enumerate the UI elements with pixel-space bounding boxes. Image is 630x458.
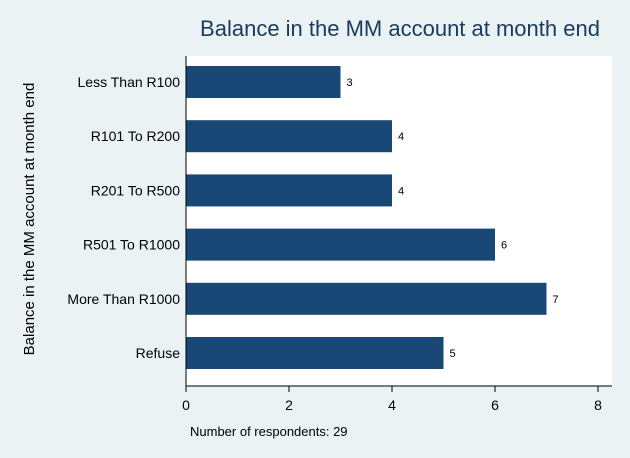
data-label-0: 3 (347, 77, 353, 89)
x-tick-label-3: 6 (491, 397, 499, 413)
category-labels: Less Than R100 R101 To R200 R201 To R500 R5… (67, 74, 180, 361)
category-label-0: Less Than R100 (78, 74, 181, 90)
bar-3 (186, 228, 495, 261)
x-tick-label-0: 0 (182, 397, 190, 413)
data-label-4: 7 (553, 294, 559, 306)
bar-1 (186, 120, 392, 153)
category-label-3: R501 To R1000 (83, 237, 180, 253)
y-axis-label: Balance in the MM account at month end (21, 83, 38, 356)
data-labels: 3 4 4 6 7 5 (347, 77, 559, 360)
bar-4 (186, 282, 547, 315)
data-label-1: 4 (398, 131, 404, 143)
x-tick-label-4: 8 (594, 397, 602, 413)
category-label-2: R201 To R500 (91, 182, 180, 198)
chart-title: Balance in the MM account at month end (200, 16, 600, 41)
bar-0 (186, 66, 341, 98)
x-axis: 0 2 4 6 8 (182, 385, 612, 413)
data-label-3: 6 (501, 240, 507, 252)
plot-area (186, 56, 612, 386)
data-label-2: 4 (398, 185, 404, 197)
bar-5 (186, 337, 444, 369)
bars-group (186, 66, 547, 369)
data-label-5: 5 (450, 348, 456, 360)
category-label-1: R101 To R200 (91, 128, 180, 144)
x-tick-label-1: 2 (285, 397, 293, 413)
x-tick-label-2: 4 (388, 397, 396, 413)
category-label-5: Refuse (136, 345, 181, 361)
chart-note: Number of respondents: 29 (190, 424, 348, 439)
category-label-4: More Than R1000 (67, 291, 180, 307)
bar-2 (186, 174, 392, 207)
